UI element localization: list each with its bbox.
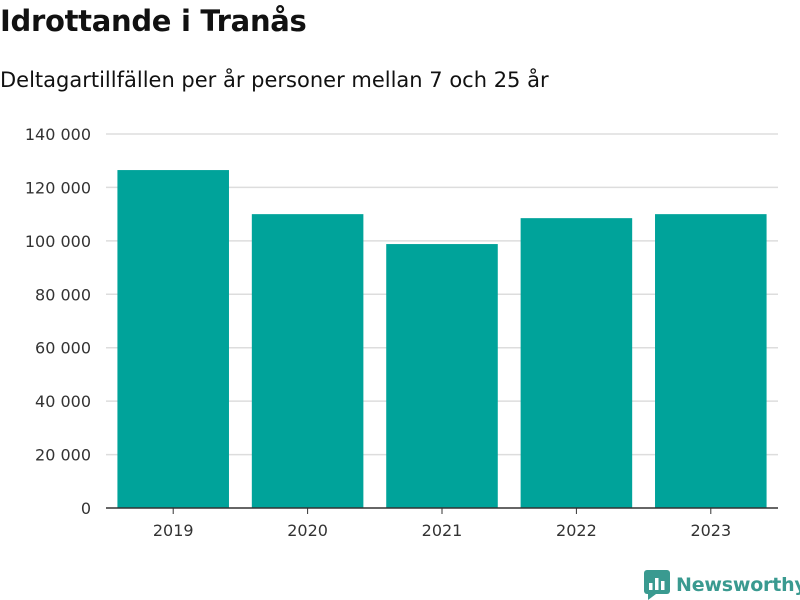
y-tick-label: 40 000 bbox=[35, 392, 91, 411]
chart-title: Idrottande i Tranås bbox=[0, 4, 307, 38]
y-tick-label: 60 000 bbox=[35, 339, 91, 358]
y-tick-label: 0 bbox=[81, 499, 91, 518]
x-tick-label: 2021 bbox=[422, 521, 463, 540]
bar-2021 bbox=[386, 244, 498, 508]
newsworthy-logo-icon bbox=[644, 570, 670, 600]
y-tick-label: 80 000 bbox=[35, 285, 91, 304]
brand-name: Newsworthy bbox=[676, 574, 800, 596]
y-tick-label: 100 000 bbox=[25, 232, 91, 251]
y-axis-ticks: 0 20 000 40 000 60 000 80 000 100 000 120 000 1… bbox=[25, 125, 91, 518]
bar-2019 bbox=[117, 170, 229, 509]
x-axis-ticks: 2019 2020 2021 2022 2023 bbox=[153, 508, 731, 540]
bars bbox=[117, 170, 767, 509]
bar-2023 bbox=[655, 214, 767, 508]
x-tick-label: 2022 bbox=[556, 521, 597, 540]
bar-2020 bbox=[251, 214, 364, 508]
bar-2022 bbox=[520, 218, 633, 508]
chart-subtitle: Deltagartillfällen per år personer mella… bbox=[0, 68, 549, 92]
y-tick-label: 140 000 bbox=[25, 125, 91, 144]
newsworthy-brand: Newsworthy bbox=[644, 570, 800, 600]
x-tick-label: 2020 bbox=[287, 521, 328, 540]
y-tick-label: 20 000 bbox=[35, 446, 91, 465]
y-tick-label: 120 000 bbox=[25, 178, 91, 197]
x-tick-label: 2019 bbox=[153, 521, 194, 540]
x-tick-label: 2023 bbox=[690, 521, 731, 540]
